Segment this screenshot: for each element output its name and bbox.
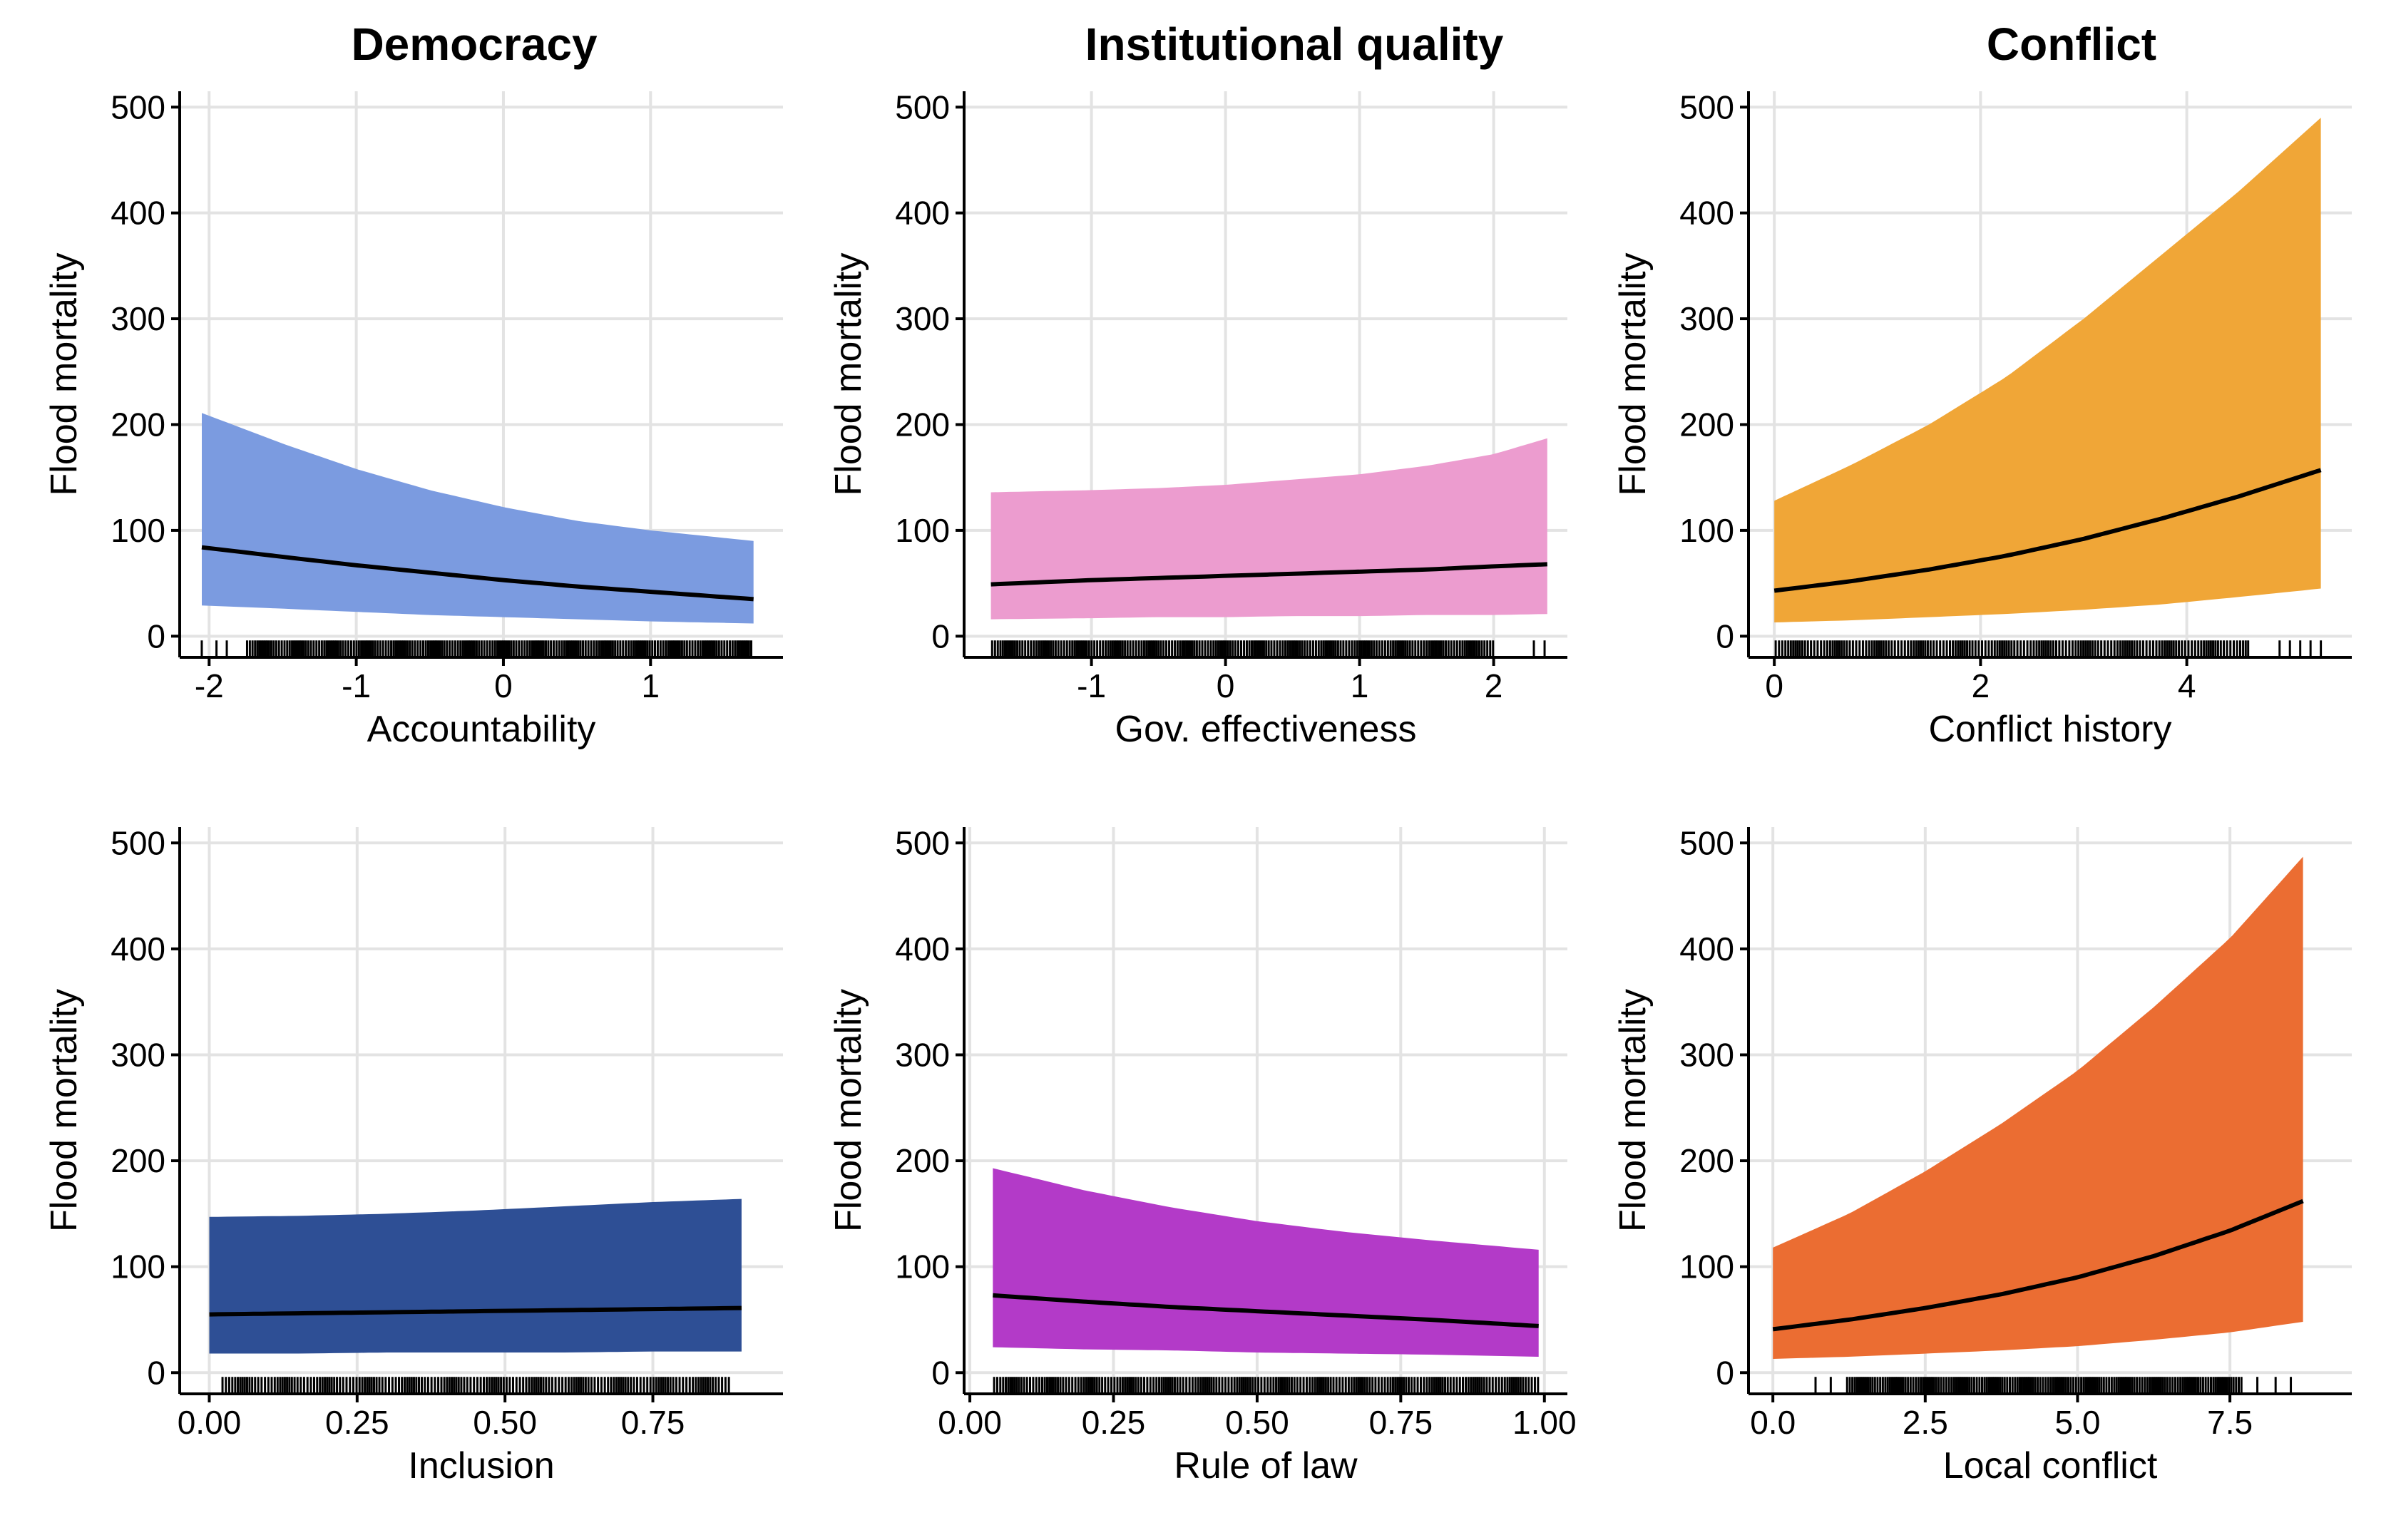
fitted-line xyxy=(201,545,754,602)
x-tick-label: 7.5 xyxy=(2207,1404,2253,1441)
y-axis-title: Flood mortality xyxy=(828,989,869,1232)
x-tick-label: 1 xyxy=(641,667,660,704)
panel-1: 0 100 200 300 400 500 -2 -1 0 1 Accountability Floo… xyxy=(43,88,783,750)
y-tick-label: 0 xyxy=(931,617,950,654)
y-tick-label: 100 xyxy=(895,1248,950,1285)
x-axis-title: Gov. effectiveness xyxy=(1115,709,1417,750)
y-tick-label: 400 xyxy=(895,930,950,967)
confidence-band xyxy=(209,1198,742,1354)
fitted-line xyxy=(990,562,1547,587)
x-tick-label: 0.0 xyxy=(1750,1404,1796,1441)
x-tick-label: 0 xyxy=(1765,667,1783,704)
y-tick-label: 100 xyxy=(111,1248,165,1285)
y-tick-label: 0 xyxy=(147,617,165,654)
y-tick-label: 400 xyxy=(111,930,165,967)
x-tick-label: 1 xyxy=(1351,667,1369,704)
x-tick-label: -1 xyxy=(342,667,371,704)
y-tick-label: 0 xyxy=(1716,1354,1734,1391)
panel-4: 0 100 200 300 400 500 0.00 0.25 0.50 0.75 Inclusio… xyxy=(43,824,783,1487)
fitted-line xyxy=(1772,1198,2304,1332)
x-tick-label: 0 xyxy=(1217,667,1235,704)
x-tick-label: 0.75 xyxy=(621,1404,685,1441)
y-tick-label: 100 xyxy=(1679,512,1734,549)
y-tick-label: 500 xyxy=(111,824,165,861)
fitted-line xyxy=(993,1293,1539,1328)
y-tick-label: 100 xyxy=(111,512,165,549)
confidence-band xyxy=(990,438,1547,620)
panel-5: 0 100 200 300 400 500 0.00 0.25 0.50 0.75 1.00 Rule… xyxy=(828,824,1577,1487)
y-tick-label: 200 xyxy=(895,1142,950,1179)
y-tick-label: 300 xyxy=(895,1036,950,1073)
x-tick-label: 2.5 xyxy=(1903,1404,1948,1441)
y-tick-label: 0 xyxy=(931,1354,950,1391)
y-axis-title: Flood mortality xyxy=(1612,253,1654,496)
column-title-institutional-quality: Institutional quality xyxy=(1085,19,1504,70)
y-tick-label: 500 xyxy=(1679,824,1734,861)
confidence-band xyxy=(202,413,754,624)
x-tick-label: 0.00 xyxy=(178,1404,242,1441)
y-tick-label: 500 xyxy=(1679,88,1734,125)
x-axis-title: Conflict history xyxy=(1929,709,2172,750)
x-tick-label: 2 xyxy=(1972,667,1990,704)
y-tick-label: 200 xyxy=(1679,406,1734,443)
y-tick-label: 300 xyxy=(1679,300,1734,337)
x-tick-label: 0.25 xyxy=(325,1404,389,1441)
x-axis-title: Inclusion xyxy=(408,1445,554,1487)
y-tick-label: 0 xyxy=(147,1354,165,1391)
column-title-democracy: Democracy xyxy=(351,19,598,70)
x-tick-label: 1.00 xyxy=(1512,1404,1577,1441)
y-tick-label: 100 xyxy=(1679,1248,1734,1285)
confidence-band xyxy=(1774,118,2321,623)
x-tick-label: -2 xyxy=(195,667,224,704)
panel-2: 0 100 200 300 400 500 -1 0 1 2 Gov. effectiveness F… xyxy=(828,88,1567,750)
y-tick-label: 500 xyxy=(895,824,950,861)
y-tick-label: 300 xyxy=(111,300,165,337)
x-tick-label: 5.0 xyxy=(2054,1404,2100,1441)
y-tick-label: 300 xyxy=(111,1036,165,1073)
x-tick-label: 0 xyxy=(494,667,513,704)
y-tick-label: 500 xyxy=(111,88,165,125)
y-tick-label: 400 xyxy=(895,195,950,232)
confidence-band xyxy=(1773,856,2303,1359)
y-tick-label: 0 xyxy=(1716,617,1734,654)
y-tick-label: 500 xyxy=(895,88,950,125)
y-tick-label: 200 xyxy=(895,406,950,443)
x-axis-title: Rule of law xyxy=(1174,1445,1358,1487)
x-tick-label: 0.50 xyxy=(1225,1404,1289,1441)
y-axis-title: Flood mortality xyxy=(43,253,85,496)
x-tick-label: -1 xyxy=(1077,667,1106,704)
y-axis-title: Flood mortality xyxy=(43,989,85,1232)
y-tick-label: 100 xyxy=(895,512,950,549)
panel-6: 0 100 200 300 400 500 0.0 2.5 5.0 7.5 Local confli… xyxy=(1612,824,2352,1487)
x-tick-label: 0.50 xyxy=(473,1404,537,1441)
fitted-line xyxy=(209,1305,742,1317)
y-tick-label: 400 xyxy=(1679,930,1734,967)
y-tick-label: 300 xyxy=(895,300,950,337)
y-tick-label: 400 xyxy=(111,195,165,232)
x-axis-title: Accountability xyxy=(367,709,596,750)
x-tick-label: 4 xyxy=(2178,667,2196,704)
x-tick-label: 2 xyxy=(1485,667,1503,704)
confidence-band xyxy=(993,1168,1539,1357)
y-axis-title: Flood mortality xyxy=(828,253,869,496)
y-tick-label: 200 xyxy=(1679,1142,1734,1179)
x-tick-label: 0.25 xyxy=(1082,1404,1146,1441)
x-axis-title: Local conflict xyxy=(1943,1445,2158,1487)
x-tick-label: 0.75 xyxy=(1369,1404,1433,1441)
y-tick-label: 200 xyxy=(111,406,165,443)
column-title-conflict: Conflict xyxy=(1987,19,2156,70)
fitted-line xyxy=(1773,468,2322,593)
y-tick-label: 200 xyxy=(111,1142,165,1179)
y-axis-title: Flood mortality xyxy=(1612,989,1654,1232)
y-tick-label: 400 xyxy=(1679,195,1734,232)
x-tick-label: 0.00 xyxy=(938,1404,1002,1441)
y-tick-label: 300 xyxy=(1679,1036,1734,1073)
